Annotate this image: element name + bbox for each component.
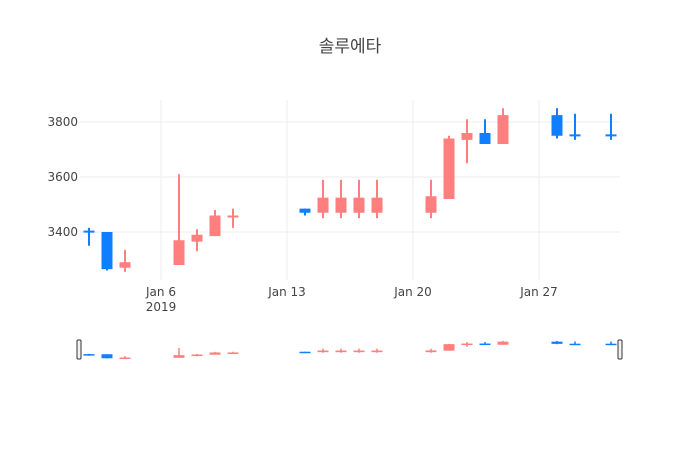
slider-candle — [497, 340, 509, 345]
x-tick-year: 2019 — [146, 300, 177, 314]
x-tick-label: Jan 13 — [267, 285, 306, 299]
x-tick-label: Jan 27 — [519, 285, 558, 299]
range-slider-handle-right[interactable] — [617, 339, 623, 360]
range-slider-handle-left[interactable] — [76, 339, 82, 360]
slider-candle — [605, 341, 617, 346]
slider-candle — [101, 354, 113, 359]
slider-candle — [119, 356, 131, 360]
slider-candle — [461, 342, 473, 347]
candle[interactable] — [371, 179, 383, 219]
range-slider-candles — [83, 340, 617, 360]
candle[interactable] — [605, 113, 617, 140]
slider-candle — [83, 353, 95, 356]
slider-candle — [191, 353, 203, 357]
slider-candle — [569, 341, 581, 346]
x-tick-label: Jan 20 — [393, 285, 432, 299]
candle[interactable] — [83, 227, 95, 246]
candle[interactable] — [443, 135, 455, 199]
candle[interactable] — [173, 174, 185, 265]
candle[interactable] — [353, 179, 365, 219]
range-slider[interactable] — [76, 339, 623, 360]
y-tick-label: 3600 — [47, 170, 78, 184]
slider-candle — [317, 348, 329, 353]
candles-main[interactable] — [83, 108, 617, 272]
chart-title: 솔루에타 — [318, 37, 382, 57]
slider-candle — [551, 340, 563, 345]
slider-candle — [425, 348, 437, 353]
y-tick-label: 3400 — [47, 225, 78, 239]
slider-candle — [173, 348, 185, 358]
slider-candle — [443, 343, 455, 351]
candle[interactable] — [479, 119, 491, 144]
candle[interactable] — [497, 108, 509, 144]
candle[interactable] — [191, 229, 203, 252]
y-tick-label: 3800 — [47, 115, 78, 129]
slider-candle — [209, 351, 221, 355]
slider-candle — [227, 351, 239, 354]
candle[interactable] — [101, 232, 113, 271]
x-tick-label: Jan 6 — [145, 285, 176, 299]
candle[interactable] — [569, 113, 581, 140]
slider-candle — [353, 348, 365, 353]
slider-candle — [335, 348, 347, 353]
candle[interactable] — [227, 208, 239, 228]
candle[interactable] — [299, 208, 311, 216]
slider-candle — [371, 348, 383, 353]
candle[interactable] — [119, 249, 131, 272]
candle[interactable] — [551, 108, 563, 139]
slider-candle — [479, 342, 491, 346]
candle[interactable] — [461, 119, 473, 164]
candle[interactable] — [209, 210, 221, 237]
gridlines — [80, 100, 620, 280]
y-axis-ticks: 3400 3600 3800 — [47, 115, 78, 239]
candle[interactable] — [425, 179, 437, 219]
candle[interactable] — [317, 179, 329, 219]
slider-candle — [299, 351, 311, 354]
candle[interactable] — [335, 179, 347, 219]
